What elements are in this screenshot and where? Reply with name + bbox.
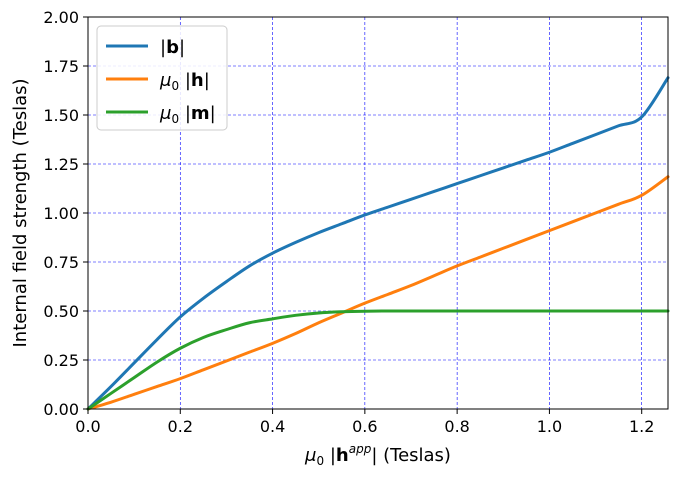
x-tick-label: 0.0	[75, 417, 100, 436]
legend-label-mu0-m: μ0 |m|	[159, 103, 216, 126]
x-tick-label: 0.6	[352, 417, 377, 436]
x-axis-label: μ0 |happ| (Teslas)	[304, 442, 451, 468]
y-tick-label: 1.50	[43, 106, 79, 125]
series-line-mu0-h	[86, 175, 670, 411]
legend-box	[96, 25, 228, 131]
y-tick-label: 0.75	[43, 253, 79, 272]
legend-label-mu0-h: μ0 |h|	[159, 70, 210, 93]
y-axis-label: Internal field strength (Teslas)	[10, 78, 31, 347]
series-line-mu0-m	[86, 309, 670, 411]
ticks: 0.0 0.2 0.4 0.6 0.8 1.0 1.2 0.00 0.25 0.50 0.75 1.0…	[43, 8, 654, 436]
y-tick-label: 1.25	[43, 155, 79, 174]
y-tick-label: 0.25	[43, 351, 79, 370]
series-line-b	[86, 76, 670, 411]
y-tick-label: 1.00	[43, 204, 79, 223]
x-tick-label: 1.2	[629, 417, 654, 436]
y-tick-label: 0.00	[43, 400, 79, 419]
y-tick-label: 1.75	[43, 57, 79, 76]
x-tick-label: 0.4	[260, 417, 285, 436]
y-tick-label: 0.50	[43, 302, 79, 321]
x-tick-label: 1.0	[537, 417, 562, 436]
legend: |b| μ0 |h| μ0 |m|	[96, 25, 228, 131]
series-layer	[86, 76, 670, 411]
y-tick-label: 2.00	[43, 8, 79, 27]
legend-label-b: |b|	[160, 37, 185, 58]
x-tick-label: 0.2	[168, 417, 193, 436]
x-tick-label: 0.8	[444, 417, 469, 436]
